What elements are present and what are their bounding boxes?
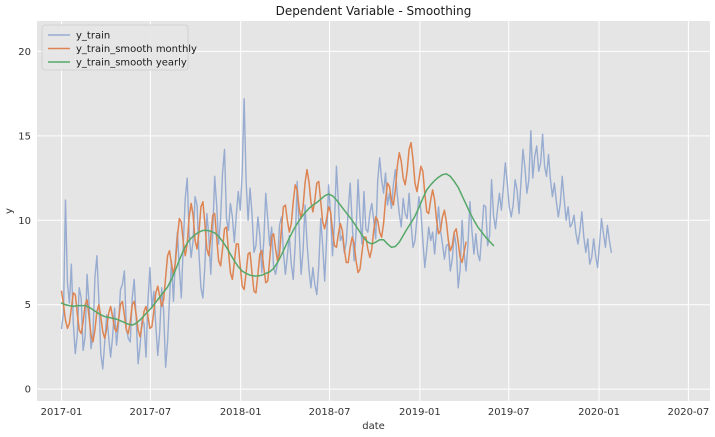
plot-area (37, 21, 710, 401)
y-tick-label: 20 (18, 47, 31, 58)
x-tick-label: 2017-01 (41, 407, 83, 418)
x-tick-label: 2018-01 (220, 407, 262, 418)
y-tick-label: 10 (18, 216, 31, 227)
y-axis-ticks: 0 5 10 15 20 (18, 47, 31, 396)
series-layer (60, 97, 613, 370)
x-tick-label: 2018-07 (309, 407, 351, 418)
series-line-y-train-smooth-yearly (60, 173, 495, 326)
series-line-y-train-smooth-monthly (60, 141, 467, 343)
series-line-y-train (60, 97, 613, 370)
y-tick-label: 0 (25, 385, 31, 396)
chart-title: Dependent Variable - Smoothing (276, 4, 472, 18)
y-axis-label: y (4, 208, 15, 214)
y-tick-label: 5 (25, 300, 31, 311)
x-axis-ticks: 2017-01 2017-07 2018-01 2018-07 2019-01 2019-… (41, 407, 710, 418)
x-tick-label: 2017-07 (129, 407, 171, 418)
legend-box (41, 24, 189, 71)
x-tick-label: 2020-07 (668, 407, 710, 418)
x-tick-label: 2019-01 (399, 407, 441, 418)
legend: y_train y_train_smooth monthly y_train_smo… (41, 24, 197, 71)
legend-entry: y_train_smooth monthly (76, 44, 197, 55)
legend-entry: y_train_smooth yearly (76, 58, 187, 69)
x-tick-label: 2019-07 (488, 407, 530, 418)
y-tick-label: 15 (18, 131, 31, 142)
x-tick-label: 2020-01 (578, 407, 620, 418)
x-axis-label: date (362, 421, 385, 432)
legend-entry: y_train (76, 31, 110, 42)
